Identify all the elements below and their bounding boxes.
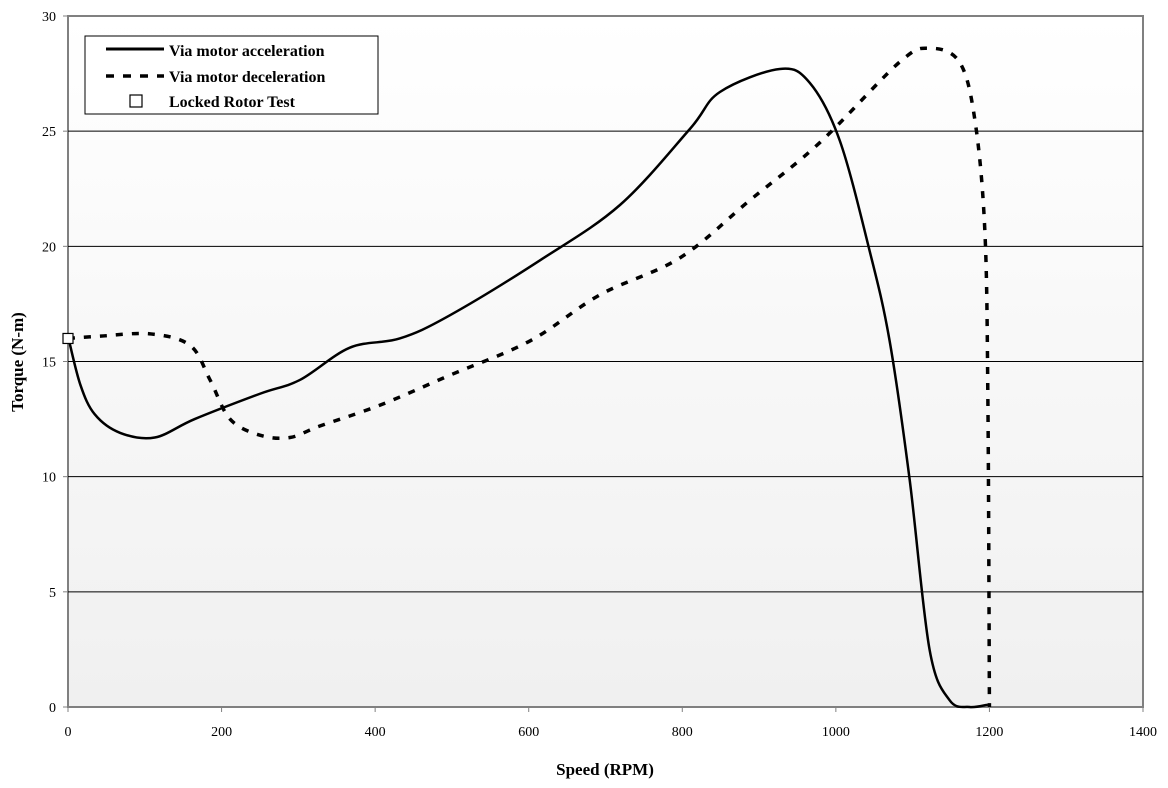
legend-label-deceleration: Via motor deceleration [169,69,326,86]
series-line-acceleration [66,67,989,709]
y-tick-label: 20 [42,240,56,255]
locked-rotor-point [62,332,74,345]
x-tick-label: 1400 [1129,725,1157,740]
legend-label-acceleration: Via motor acceleration [169,43,325,60]
y-tick-label: 30 [42,10,56,25]
y-axis-label: Torque (N-m) [8,312,27,412]
y-tick-label: 5 [49,586,56,601]
y-tick-label: 15 [42,356,56,371]
y-tick-label: 25 [42,125,56,140]
x-axis-label: Speed (RPM) [556,760,654,779]
x-tick-label: 600 [518,725,539,740]
legend-label-locked-rotor: Locked Rotor Test [169,94,296,111]
y-tick-label: 10 [42,471,56,486]
x-tick-label: 200 [211,725,232,740]
x-tick-label: 0 [65,725,72,740]
y-tick-label: 0 [49,701,56,716]
legend-square-marker [129,94,143,108]
x-tick-label: 400 [365,725,386,740]
x-tick-label: 1000 [822,725,850,740]
legend: Via motor acceleration Via motor deceler… [84,35,379,115]
x-tick-label: 800 [672,725,693,740]
x-tick-label: 1200 [975,725,1003,740]
